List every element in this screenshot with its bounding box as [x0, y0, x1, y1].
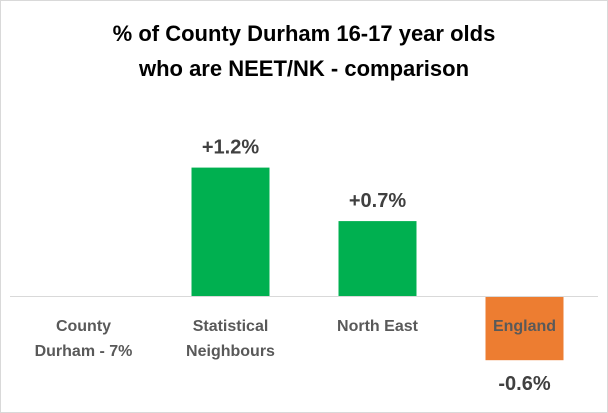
bar-2: [191, 167, 270, 296]
category-label-2: Statistical Neighbours: [186, 318, 275, 360]
category-label-1: County Durham - 7%: [35, 318, 133, 360]
bar-3: [338, 221, 417, 296]
data-label-3: +0.7%: [349, 190, 406, 212]
chart-title-line-2: who are NEET/NK - comparison: [138, 56, 469, 81]
category-labels-group: County Durham - 7% Statistical Neighbours No…: [35, 318, 556, 360]
category-label-4: England: [493, 318, 556, 335]
data-labels-group: +1.2% +0.7% -0.6%: [202, 137, 551, 396]
bar-4: [485, 296, 564, 361]
data-label-4: -0.6%: [498, 373, 550, 395]
category-label-3: North East: [337, 318, 419, 335]
chart-title-line-1: % of County Durham 16-17 year olds: [113, 21, 496, 46]
data-label-2: +1.2%: [202, 137, 259, 159]
bars-group: [191, 167, 564, 361]
